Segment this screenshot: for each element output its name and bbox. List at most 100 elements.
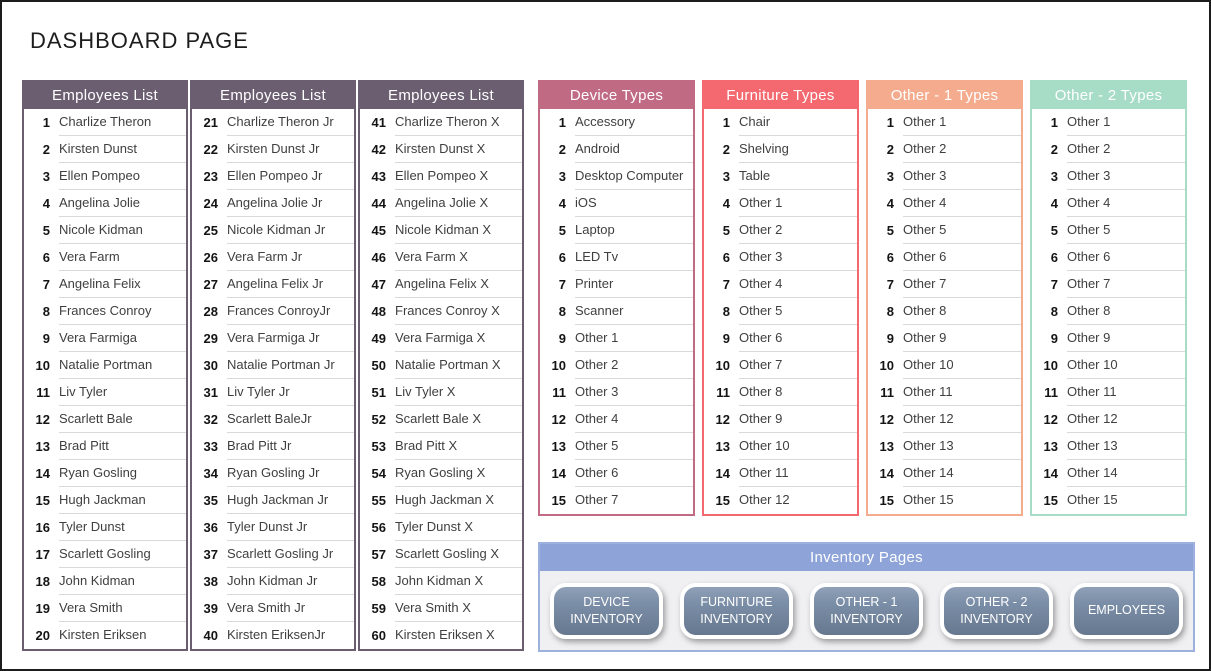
- item-number: 13: [35, 439, 50, 454]
- item-label: Vera Farmiga X: [395, 325, 522, 352]
- item-label: Other 13: [1067, 433, 1185, 460]
- furniture-inventory-button[interactable]: FURNITURE INVENTORY: [680, 582, 793, 639]
- item-label: Ryan Gosling: [59, 460, 186, 487]
- item-number: 8: [1050, 304, 1058, 319]
- item-label: Ellen Pompeo: [59, 163, 186, 190]
- list-item: 15 Other 15: [868, 487, 1021, 514]
- item-number: 4: [886, 196, 894, 211]
- list-item: 12 Other 9: [704, 406, 857, 433]
- item-label: Ellen Pompeo X: [395, 163, 522, 190]
- item-label: Other 12: [739, 492, 790, 507]
- item-label: Angelina Jolie Jr: [227, 190, 354, 217]
- item-label: Other 5: [739, 298, 857, 325]
- list-item: 2 Shelving: [704, 136, 857, 163]
- list-item: 3 Table: [704, 163, 857, 190]
- list-item: 14 Other 11: [704, 460, 857, 487]
- list-item: 11 Other 3: [540, 379, 693, 406]
- item-label: Other 7: [903, 271, 1021, 298]
- other-1-inventory-button[interactable]: OTHER - 1 INVENTORY: [810, 582, 923, 639]
- item-number: 60: [371, 628, 386, 643]
- list-item: 56 Tyler Dunst X: [360, 514, 522, 541]
- button-label: FURNITURE INVENTORY: [700, 595, 773, 626]
- list-item: 6 Other 6: [868, 244, 1021, 271]
- list-item: 26 Vera Farm Jr: [192, 244, 354, 271]
- list-item: 8 Scanner: [540, 298, 693, 325]
- list-item: 10 Other 10: [1032, 352, 1185, 379]
- item-number: 2: [558, 142, 566, 157]
- item-label: Liv Tyler X: [395, 379, 522, 406]
- item-label: Brad Pitt Jr: [227, 433, 354, 460]
- item-number: 15: [715, 493, 730, 508]
- list-item: 46 Vera Farm X: [360, 244, 522, 271]
- item-label: Other 15: [903, 492, 954, 507]
- item-label: Scarlett Gosling Jr: [227, 541, 354, 568]
- item-label: Scanner: [575, 298, 693, 325]
- item-label: Laptop: [575, 217, 693, 244]
- list-item: 13 Brad Pitt: [24, 433, 186, 460]
- employees-button[interactable]: EMPLOYEES: [1070, 582, 1183, 639]
- list-item: 55 Hugh Jackman X: [360, 487, 522, 514]
- button-label: EMPLOYEES: [1087, 603, 1166, 618]
- item-number: 32: [203, 412, 218, 427]
- item-number: 35: [203, 493, 218, 508]
- list-item: 4 iOS: [540, 190, 693, 217]
- item-number: 13: [1043, 439, 1058, 454]
- list-item: 53 Brad Pitt X: [360, 433, 522, 460]
- list-item: 6 Vera Farm: [24, 244, 186, 271]
- item-number: 10: [551, 358, 566, 373]
- item-label: Other 7: [575, 492, 619, 507]
- list-item: 14 Ryan Gosling: [24, 460, 186, 487]
- list-item: 12 Other 4: [540, 406, 693, 433]
- list-item: 8 Other 8: [1032, 298, 1185, 325]
- item-number: 6: [558, 250, 566, 265]
- item-number: 4: [42, 196, 50, 211]
- item-label: Ryan Gosling Jr: [227, 460, 354, 487]
- item-label: Other 6: [1067, 244, 1185, 271]
- list-item: 43 Ellen Pompeo X: [360, 163, 522, 190]
- list-item: 11 Other 8: [704, 379, 857, 406]
- item-number: 30: [203, 358, 218, 373]
- item-number: 8: [558, 304, 566, 319]
- list-item: 23 Ellen Pompeo Jr: [192, 163, 354, 190]
- list-item: 28 Frances ConroyJr: [192, 298, 354, 325]
- list-item: 38 John Kidman Jr: [192, 568, 354, 595]
- item-number: 2: [722, 142, 730, 157]
- item-number: 34: [203, 466, 218, 481]
- item-number: 41: [371, 115, 386, 130]
- item-label: Kirsten Dunst X: [395, 136, 522, 163]
- item-number: 2: [886, 142, 894, 157]
- list-item: 11 Other 11: [868, 379, 1021, 406]
- item-label: Other 2: [1067, 136, 1185, 163]
- item-number: 11: [552, 385, 566, 400]
- list-item: 29 Vera Farmiga Jr: [192, 325, 354, 352]
- list-item: 30 Natalie Portman Jr: [192, 352, 354, 379]
- item-label: John Kidman X: [395, 568, 522, 595]
- item-number: 7: [1050, 277, 1058, 292]
- item-label: Charlize Theron X: [395, 109, 522, 136]
- button-label: DEVICE INVENTORY: [570, 595, 643, 626]
- item-label: Other 12: [1067, 406, 1185, 433]
- item-number: 1: [886, 115, 894, 130]
- item-label: Other 3: [739, 244, 857, 271]
- item-label: Chair: [739, 109, 857, 136]
- item-label: Natalie Portman Jr: [227, 352, 354, 379]
- list-item: 15 Other 7: [540, 487, 693, 514]
- list-item: 9 Other 6: [704, 325, 857, 352]
- item-label: Other 14: [1067, 460, 1185, 487]
- item-label: Nicole Kidman: [59, 217, 186, 244]
- item-number: 2: [1050, 142, 1058, 157]
- item-number: 3: [558, 169, 566, 184]
- item-label: Other 2: [575, 352, 693, 379]
- item-number: 27: [203, 277, 218, 292]
- item-number: 37: [203, 547, 218, 562]
- item-label: Other 14: [903, 460, 1021, 487]
- item-label: Ellen Pompeo Jr: [227, 163, 354, 190]
- item-label: Other 11: [903, 379, 1021, 406]
- item-number: 14: [879, 466, 894, 481]
- list-item: 60 Kirsten Eriksen X: [360, 622, 522, 649]
- other-2-inventory-button[interactable]: OTHER - 2 INVENTORY: [940, 582, 1053, 639]
- item-label: Vera Farmiga Jr: [227, 325, 354, 352]
- item-number: 14: [1043, 466, 1058, 481]
- device-inventory-button[interactable]: DEVICE INVENTORY: [550, 582, 663, 639]
